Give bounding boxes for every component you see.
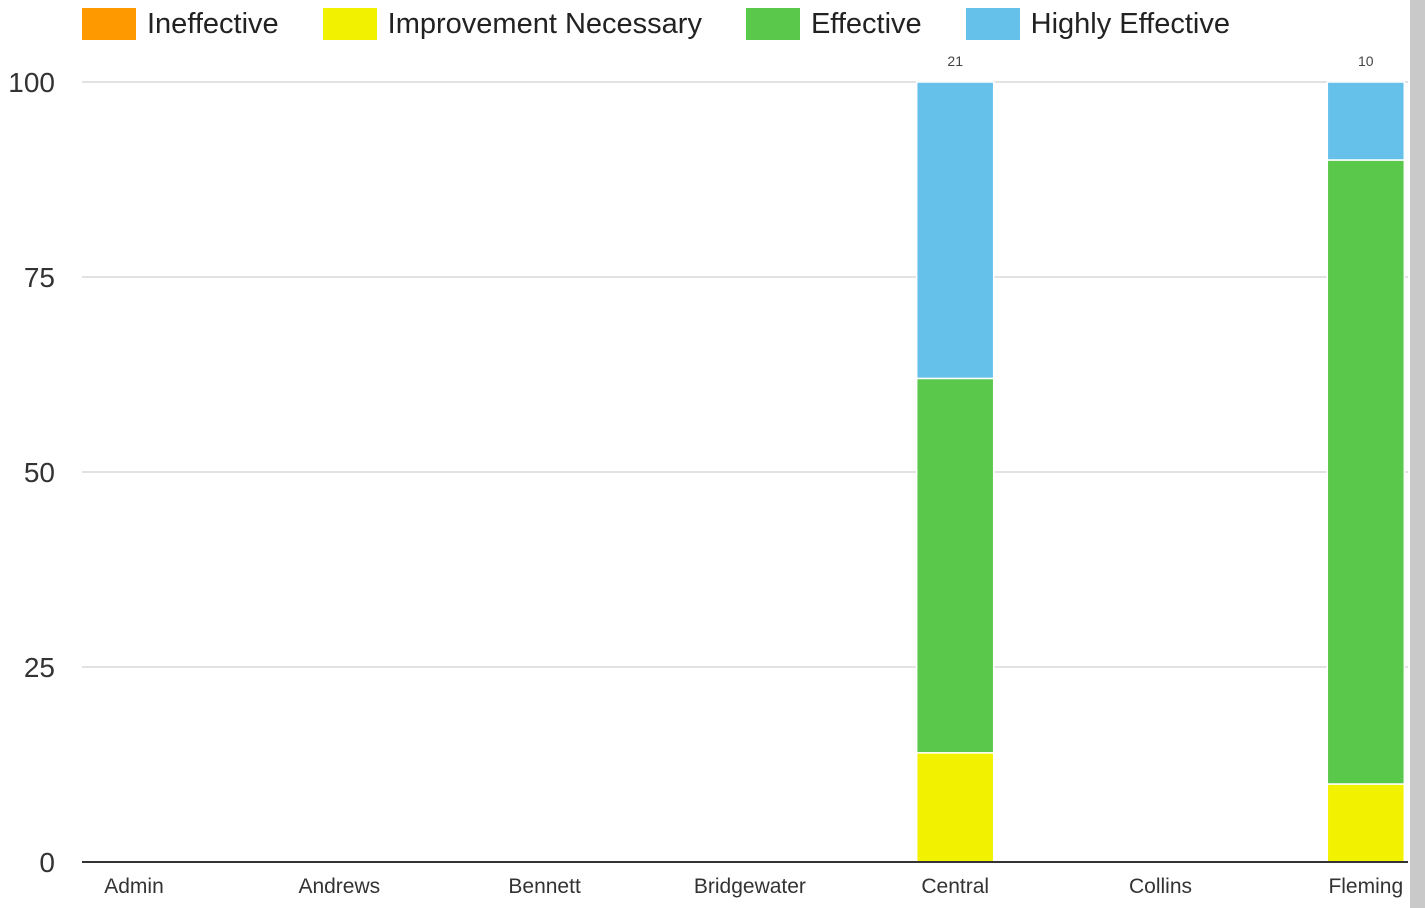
legend-label: Highly Effective — [1030, 8, 1230, 40]
legend-swatch-ineffective — [82, 8, 136, 40]
x-tick-label: Admin — [104, 875, 164, 898]
y-tick-label: 75 — [24, 262, 55, 293]
bar-segment-effective[interactable] — [1326, 159, 1406, 785]
bar-segment-improvement-necessary[interactable] — [915, 752, 995, 863]
legend-swatch-improvement-necessary — [322, 8, 377, 40]
legend-label: Ineffective — [147, 8, 279, 40]
bar-segment-effective[interactable] — [915, 377, 995, 754]
bar-segment-improvement-necessary[interactable] — [1326, 783, 1406, 863]
bar-segment-highly-effective[interactable] — [915, 81, 995, 380]
legend-item-highly-effective[interactable]: Highly Effective — [965, 7, 1230, 41]
x-tick-label: Bridgewater — [694, 875, 806, 898]
legend-label: Improvement Necessary — [387, 8, 702, 40]
x-tick-label: Collins — [1129, 875, 1192, 898]
y-tick-label: 100 — [8, 67, 55, 98]
x-tick-label: Central — [921, 875, 989, 898]
y-tick-label: 0 — [39, 847, 55, 878]
legend-item-ineffective[interactable]: Ineffective — [82, 7, 279, 41]
legend-swatch-highly-effective — [965, 8, 1020, 40]
x-tick-label: Fleming — [1328, 875, 1403, 898]
legend-item-improvement-necessary[interactable]: Improvement Necessary — [322, 7, 702, 41]
bar-total-label: 10 — [1358, 53, 1374, 69]
x-tick-label: Andrews — [298, 875, 380, 898]
legend: Ineffective Improvement Necessary Effect… — [82, 7, 1274, 41]
legend-swatch-effective — [745, 8, 800, 40]
vertical-scrollbar[interactable] — [1410, 0, 1425, 908]
bar-segment-highly-effective[interactable] — [1326, 81, 1406, 161]
legend-item-effective[interactable]: Effective — [745, 7, 922, 41]
y-tick-label: 50 — [24, 457, 55, 488]
legend-label: Effective — [810, 8, 922, 40]
x-tick-label: Bennett — [508, 875, 581, 898]
bar-total-label: 21 — [947, 53, 963, 69]
y-tick-label: 25 — [24, 652, 55, 683]
